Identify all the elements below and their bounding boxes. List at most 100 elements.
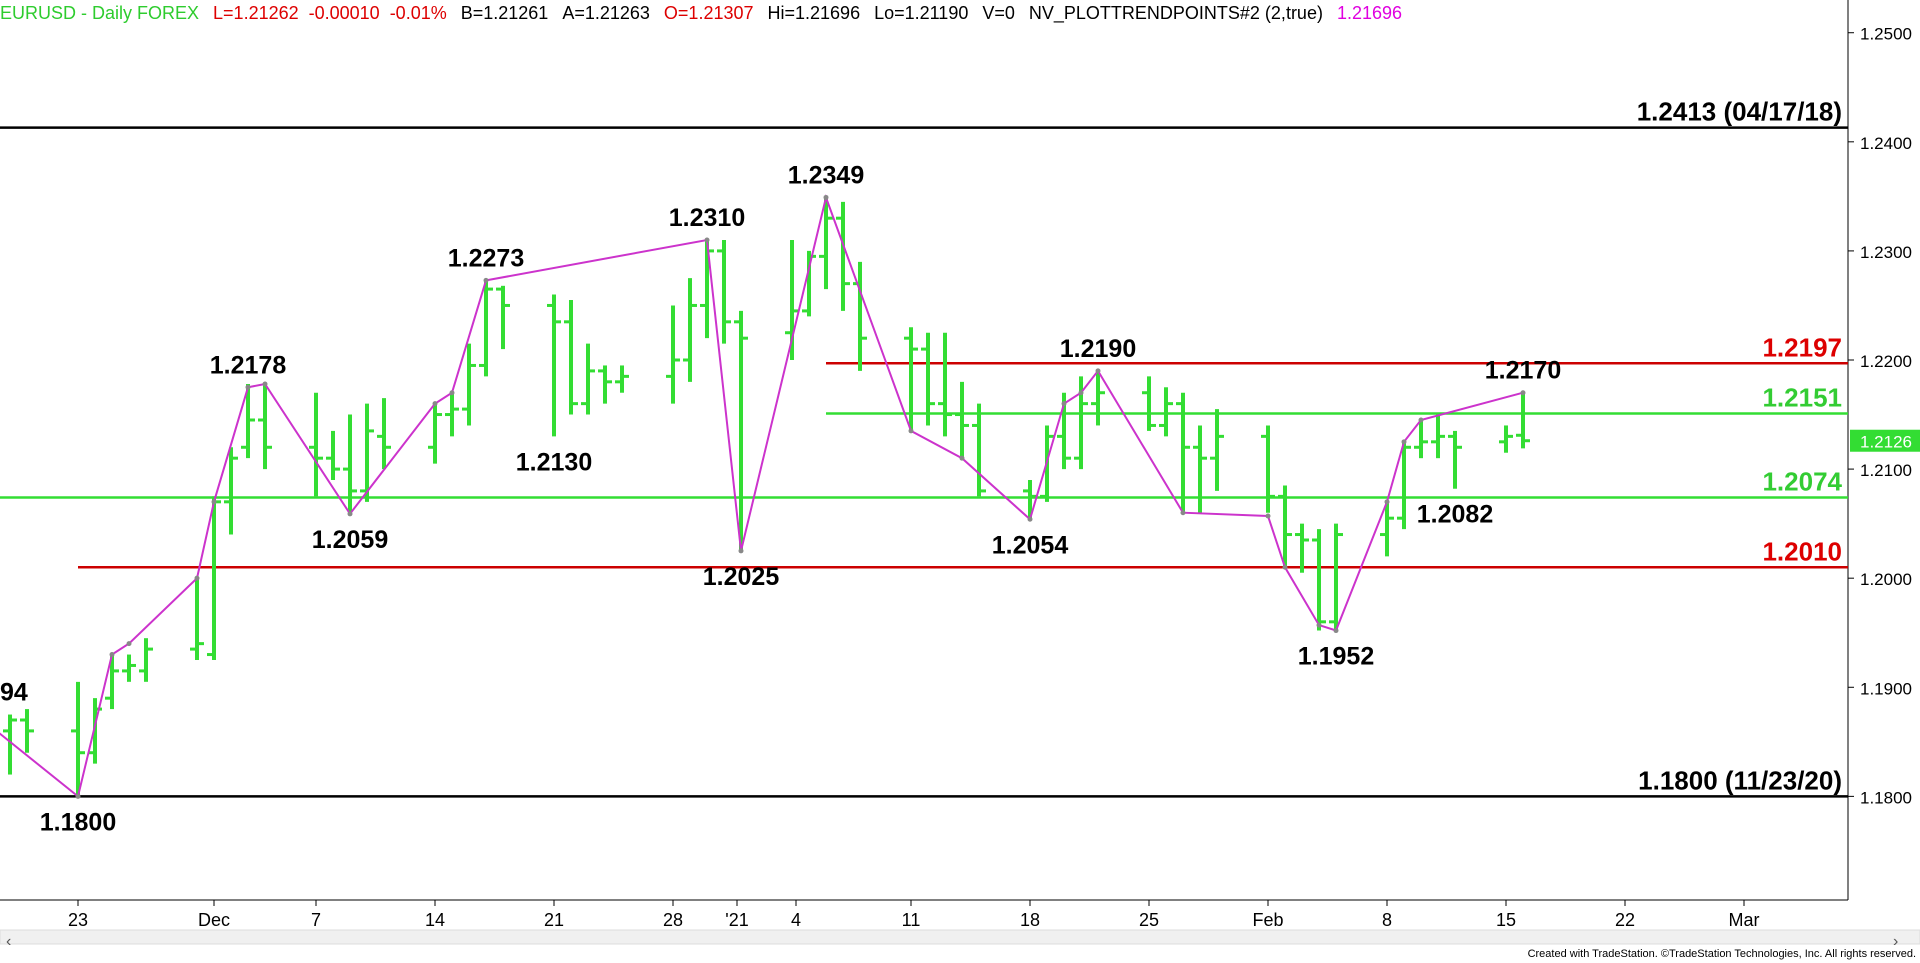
ohlc-bar xyxy=(1159,387,1173,437)
ohlc-bar xyxy=(241,384,255,459)
price-tick-label: 1.1900 xyxy=(1860,679,1912,698)
ohlc-bar xyxy=(598,365,612,404)
ohlc-bar xyxy=(1431,414,1445,459)
trend-point-marker xyxy=(959,455,965,461)
ohlc-bar xyxy=(666,305,680,404)
trend-point-marker xyxy=(211,499,217,505)
trend-point-marker xyxy=(1180,510,1186,516)
percent-change: -0.01% xyxy=(389,3,447,23)
date-tick-label: 23 xyxy=(68,910,88,930)
ohlc-bar xyxy=(717,240,731,344)
ohlc-bar xyxy=(547,294,561,437)
price-tick-label: 1.1800 xyxy=(1860,788,1912,807)
ohlc-bar xyxy=(819,197,833,290)
price-tick-label: 1.2300 xyxy=(1860,243,1912,262)
ohlc-bar xyxy=(734,310,748,551)
date-tick-label: 4 xyxy=(791,910,801,930)
symbol-label: EURUSD - Daily FOREX xyxy=(0,3,200,23)
ohlc-bar xyxy=(904,327,918,431)
level-label: 1.2197 xyxy=(1762,332,1842,362)
date-tick-label: 28 xyxy=(663,910,683,930)
last-price: L=1.21262 xyxy=(213,3,299,23)
chart-header: EURUSD - Daily FOREX L=1.21262 -0.00010 -0.… xyxy=(0,3,1416,24)
ohlc-bar xyxy=(105,654,119,710)
date-tick-label: 11 xyxy=(902,910,921,930)
trend-point-label: 1.2170 xyxy=(1485,357,1561,385)
trend-point-marker xyxy=(1316,622,1322,628)
date-tick-label: 15 xyxy=(1496,910,1516,930)
ohlc-bar xyxy=(955,381,969,459)
trend-point-marker xyxy=(1520,390,1526,396)
ohlc-bar xyxy=(309,392,323,497)
trend-point-label: 1.2130 xyxy=(516,448,592,476)
ohlc-bar xyxy=(1142,376,1156,431)
trend-point-marker xyxy=(262,381,268,387)
scroll-left-arrow[interactable]: ‹ xyxy=(6,933,12,950)
trend-point-marker xyxy=(1282,564,1288,570)
ohlc-bar xyxy=(326,430,340,480)
level-label: 1.1800 (11/23/20) xyxy=(1638,765,1842,795)
date-tick-label: 25 xyxy=(1139,910,1159,930)
scrollbar-track xyxy=(0,929,1920,945)
ohlc-bar xyxy=(1193,425,1207,513)
trend-point-label: 1.1800 xyxy=(40,808,116,836)
ohlc-bar xyxy=(1261,425,1275,513)
date-tick-label: Dec xyxy=(198,910,230,930)
trend-point-marker xyxy=(704,237,710,243)
scroll-right-arrow[interactable]: › xyxy=(1893,933,1899,950)
trend-point-marker xyxy=(823,194,829,200)
open-price: O=1.21307 xyxy=(663,3,754,23)
indicator-value: 1.21696 xyxy=(1336,3,1403,23)
date-tick-label: 18 xyxy=(1020,910,1040,930)
horizontal-levels: 1.2413 (04/17/18) 1.2197 1.2151 1.2074 1.201… xyxy=(0,97,1848,798)
ohlc-bar xyxy=(445,392,459,437)
trend-point-marker xyxy=(1401,439,1407,445)
trend-point-marker xyxy=(432,401,438,407)
ohlc-bar xyxy=(1210,409,1224,491)
ohlc-bar xyxy=(360,403,374,502)
price-tick-label: 1.2200 xyxy=(1860,352,1912,371)
price-axis: 1.2500 1.2400 1.2300 1.2200 1.2100 1.2000 1.19… xyxy=(1848,25,1920,807)
trend-line xyxy=(0,194,1526,799)
level-label: 1.2074 xyxy=(1762,466,1842,496)
trend-line-path xyxy=(0,194,1524,799)
footer-credit: Created with TradeStation. ©TradeStation… xyxy=(1527,948,1916,960)
volume: V=0 xyxy=(982,3,1015,23)
date-tick-label: Mar xyxy=(1729,910,1760,930)
ohlc-bar xyxy=(615,365,629,393)
ohlc-bar xyxy=(258,384,272,470)
indicator-name: NV_PLOTTRENDPOINTS#2 (2,true) xyxy=(1028,3,1323,23)
date-axis: 23 Dec 7 14 21 28 '21 4 11 18 25 Feb 8 15 22 Mar xyxy=(68,900,1760,930)
last-price-label: 1.2126 xyxy=(1860,433,1912,452)
trend-point-marker xyxy=(1418,417,1424,423)
trend-point-marker xyxy=(245,384,251,390)
trend-point-marker xyxy=(1384,499,1390,505)
trend-point-label: 1.1952 xyxy=(1298,643,1374,671)
trend-point-label: 1.2025 xyxy=(703,563,780,591)
ohlc-bars xyxy=(3,197,1530,797)
trend-point-marker xyxy=(109,652,115,658)
trend-point-label: 94 xyxy=(0,679,28,707)
ohlc-bar xyxy=(1397,441,1411,530)
ohlc-bar xyxy=(581,343,595,415)
trend-point-marker xyxy=(1078,390,1084,396)
ohlc-bar xyxy=(1176,392,1190,513)
ohlc-bar xyxy=(428,403,442,464)
trend-point-marker xyxy=(126,641,132,647)
ohlc-bar xyxy=(938,332,952,437)
high-price: Hi=1.21696 xyxy=(767,3,861,23)
trend-point-label: 1.2310 xyxy=(669,204,745,232)
trend-point-marker xyxy=(1265,513,1271,519)
trend-point-label: 1.2082 xyxy=(1417,501,1493,529)
ohlc-bar xyxy=(1380,501,1394,557)
ohlc-bar xyxy=(1278,485,1292,568)
ohlc-bar xyxy=(71,681,85,797)
trend-point-label: 1.2273 xyxy=(448,244,524,272)
ohlc-bar xyxy=(496,285,510,350)
ohlc-bar xyxy=(3,714,17,775)
ohlc-bar xyxy=(1499,425,1513,453)
date-tick-label: 8 xyxy=(1382,910,1392,930)
